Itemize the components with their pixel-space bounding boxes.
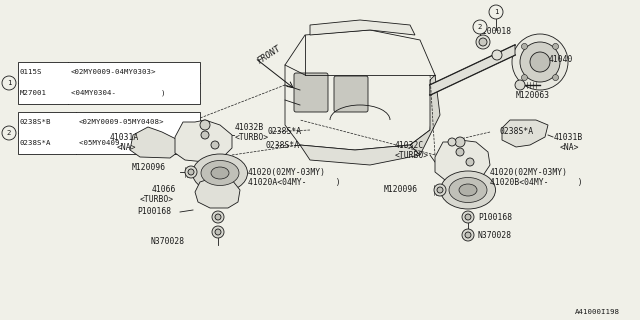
Text: FRONT: FRONT bbox=[256, 44, 283, 66]
Polygon shape bbox=[502, 120, 548, 147]
Text: <02MY0009-04MY0303>: <02MY0009-04MY0303> bbox=[71, 69, 157, 75]
Text: <NA>: <NA> bbox=[117, 142, 136, 151]
Circle shape bbox=[2, 76, 16, 90]
Circle shape bbox=[462, 211, 474, 223]
Text: 1: 1 bbox=[493, 9, 499, 15]
Ellipse shape bbox=[211, 167, 229, 179]
Circle shape bbox=[466, 158, 474, 166]
Text: <04MY0304-          ): <04MY0304- ) bbox=[71, 90, 166, 96]
Text: 0238S*A: 0238S*A bbox=[265, 140, 299, 149]
Text: <02MY0009-05MY0408>: <02MY0009-05MY0408> bbox=[79, 119, 164, 125]
FancyBboxPatch shape bbox=[18, 62, 200, 104]
Text: M120096: M120096 bbox=[132, 163, 166, 172]
Circle shape bbox=[201, 131, 209, 139]
Circle shape bbox=[434, 184, 446, 196]
Text: 41020(02MY-03MY): 41020(02MY-03MY) bbox=[490, 167, 568, 177]
Ellipse shape bbox=[459, 184, 477, 196]
FancyBboxPatch shape bbox=[334, 76, 368, 112]
Circle shape bbox=[479, 38, 487, 46]
Text: 0115S: 0115S bbox=[20, 69, 42, 75]
Circle shape bbox=[465, 214, 471, 220]
Circle shape bbox=[515, 80, 525, 90]
Text: 41020A<04MY-      ): 41020A<04MY- ) bbox=[248, 178, 340, 187]
Polygon shape bbox=[195, 177, 240, 208]
Circle shape bbox=[462, 229, 474, 241]
Circle shape bbox=[530, 52, 550, 72]
FancyBboxPatch shape bbox=[294, 73, 328, 112]
Circle shape bbox=[522, 75, 527, 81]
Text: 2: 2 bbox=[7, 130, 12, 136]
Circle shape bbox=[455, 137, 465, 147]
Circle shape bbox=[448, 138, 456, 146]
Circle shape bbox=[2, 126, 16, 140]
Polygon shape bbox=[130, 127, 178, 158]
Text: 41031A: 41031A bbox=[110, 132, 140, 141]
Circle shape bbox=[437, 187, 443, 193]
Circle shape bbox=[211, 141, 219, 149]
Text: 41020B<04MY-      ): 41020B<04MY- ) bbox=[490, 178, 582, 187]
Text: 1: 1 bbox=[7, 80, 12, 86]
Text: 41032C: 41032C bbox=[395, 140, 424, 149]
Ellipse shape bbox=[449, 178, 487, 203]
Polygon shape bbox=[410, 75, 440, 155]
Circle shape bbox=[492, 50, 502, 60]
Circle shape bbox=[552, 44, 559, 50]
Text: 41031B: 41031B bbox=[554, 132, 583, 141]
Text: N370028: N370028 bbox=[151, 237, 185, 246]
Text: M120063: M120063 bbox=[516, 91, 550, 100]
Ellipse shape bbox=[193, 154, 248, 192]
Circle shape bbox=[456, 148, 464, 156]
Polygon shape bbox=[300, 145, 420, 165]
Text: 0238S*A: 0238S*A bbox=[268, 127, 302, 137]
Text: <TURBO>: <TURBO> bbox=[235, 132, 269, 141]
Circle shape bbox=[520, 42, 560, 82]
Polygon shape bbox=[175, 120, 232, 162]
FancyBboxPatch shape bbox=[18, 112, 200, 154]
Text: <NA>: <NA> bbox=[560, 142, 579, 151]
Text: 0238S*A: 0238S*A bbox=[20, 140, 51, 146]
Polygon shape bbox=[285, 30, 435, 150]
Text: P100018: P100018 bbox=[477, 28, 511, 36]
Text: 2: 2 bbox=[477, 24, 483, 30]
Ellipse shape bbox=[201, 161, 239, 186]
Polygon shape bbox=[430, 45, 515, 95]
Text: 41020(02MY-03MY): 41020(02MY-03MY) bbox=[248, 167, 326, 177]
Circle shape bbox=[185, 166, 197, 178]
Text: M120096: M120096 bbox=[384, 186, 418, 195]
Circle shape bbox=[473, 20, 487, 34]
Circle shape bbox=[215, 229, 221, 235]
Circle shape bbox=[476, 35, 490, 49]
Circle shape bbox=[212, 226, 224, 238]
Text: 0238S*B: 0238S*B bbox=[20, 119, 51, 125]
Circle shape bbox=[465, 232, 471, 238]
Text: 41032B: 41032B bbox=[235, 123, 264, 132]
Text: N370028: N370028 bbox=[478, 231, 512, 241]
Circle shape bbox=[489, 5, 503, 19]
Circle shape bbox=[215, 214, 221, 220]
Text: 0238S*A: 0238S*A bbox=[500, 127, 534, 137]
Text: <TURBO>: <TURBO> bbox=[140, 196, 174, 204]
Text: P100168: P100168 bbox=[478, 212, 512, 221]
Polygon shape bbox=[310, 20, 415, 35]
Polygon shape bbox=[300, 75, 325, 110]
Circle shape bbox=[552, 75, 559, 81]
Text: M27001: M27001 bbox=[20, 90, 47, 96]
Circle shape bbox=[200, 120, 210, 130]
Text: P100168: P100168 bbox=[137, 207, 171, 217]
Text: 41040: 41040 bbox=[549, 55, 573, 65]
Text: <TURBO>: <TURBO> bbox=[395, 150, 429, 159]
Circle shape bbox=[188, 169, 194, 175]
Circle shape bbox=[512, 34, 568, 90]
Text: 41066: 41066 bbox=[152, 186, 177, 195]
Circle shape bbox=[522, 44, 527, 50]
Polygon shape bbox=[435, 140, 490, 182]
Ellipse shape bbox=[440, 171, 495, 209]
Circle shape bbox=[212, 211, 224, 223]
Text: <05MY0409-          ): <05MY0409- ) bbox=[79, 140, 173, 146]
Text: A41000I198: A41000I198 bbox=[575, 309, 620, 315]
